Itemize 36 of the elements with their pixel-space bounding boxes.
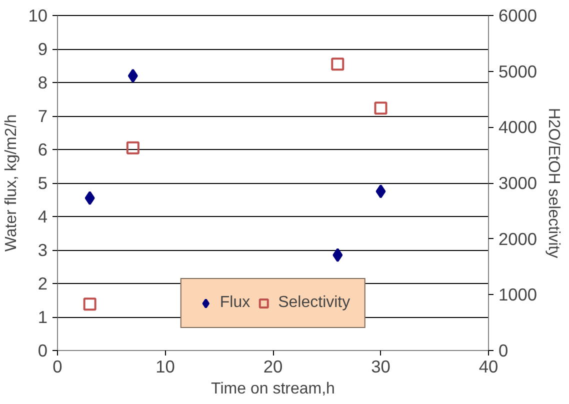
x-tick-label: 20 — [263, 356, 283, 376]
y2-tick-label: 1000 — [498, 284, 538, 305]
x-tick-label: 40 — [478, 356, 498, 376]
y-tick-label: 9 — [38, 39, 48, 59]
legend-label: Flux — [220, 294, 250, 312]
y2-tick-label: 3000 — [498, 173, 538, 193]
point — [126, 141, 140, 154]
point — [376, 184, 386, 198]
point — [332, 248, 343, 262]
y-tick-label: 8 — [38, 72, 48, 92]
x-tick-label: 10 — [156, 356, 175, 376]
y-tick-label: 10 — [28, 6, 48, 26]
point — [374, 102, 388, 115]
x-tick-label: 0 — [52, 356, 62, 376]
point — [83, 298, 96, 311]
y-tick-label: 2 — [38, 274, 48, 294]
y2-tick-label: 0 — [498, 340, 508, 360]
y2-tick-label: 6000 — [498, 6, 538, 26]
y2-tick-label: 2000 — [498, 228, 538, 249]
y-tick-label: 6 — [38, 140, 48, 160]
y-axis-title: Water flux, kg/m2/h — [3, 114, 20, 252]
legend-label: Selectivity — [278, 294, 350, 312]
y-tick-label: 1 — [38, 307, 48, 327]
x-axis-title: Time on stream,h — [211, 380, 335, 398]
point — [331, 58, 344, 71]
y-tick-label: 4 — [38, 206, 48, 226]
y-tick-label: 5 — [38, 173, 48, 193]
point — [84, 191, 95, 206]
y2-tick-label: 5000 — [498, 61, 538, 82]
y-tick-label: 3 — [38, 240, 48, 260]
x-tick-label: 30 — [371, 356, 390, 376]
y-tick-label: 0 — [38, 340, 48, 360]
y2-axis-title: H2O/EtOH selectivity — [545, 108, 562, 258]
y-tick-label: 7 — [38, 106, 48, 126]
point — [128, 68, 138, 83]
y2-tick-label: 4000 — [498, 117, 538, 138]
